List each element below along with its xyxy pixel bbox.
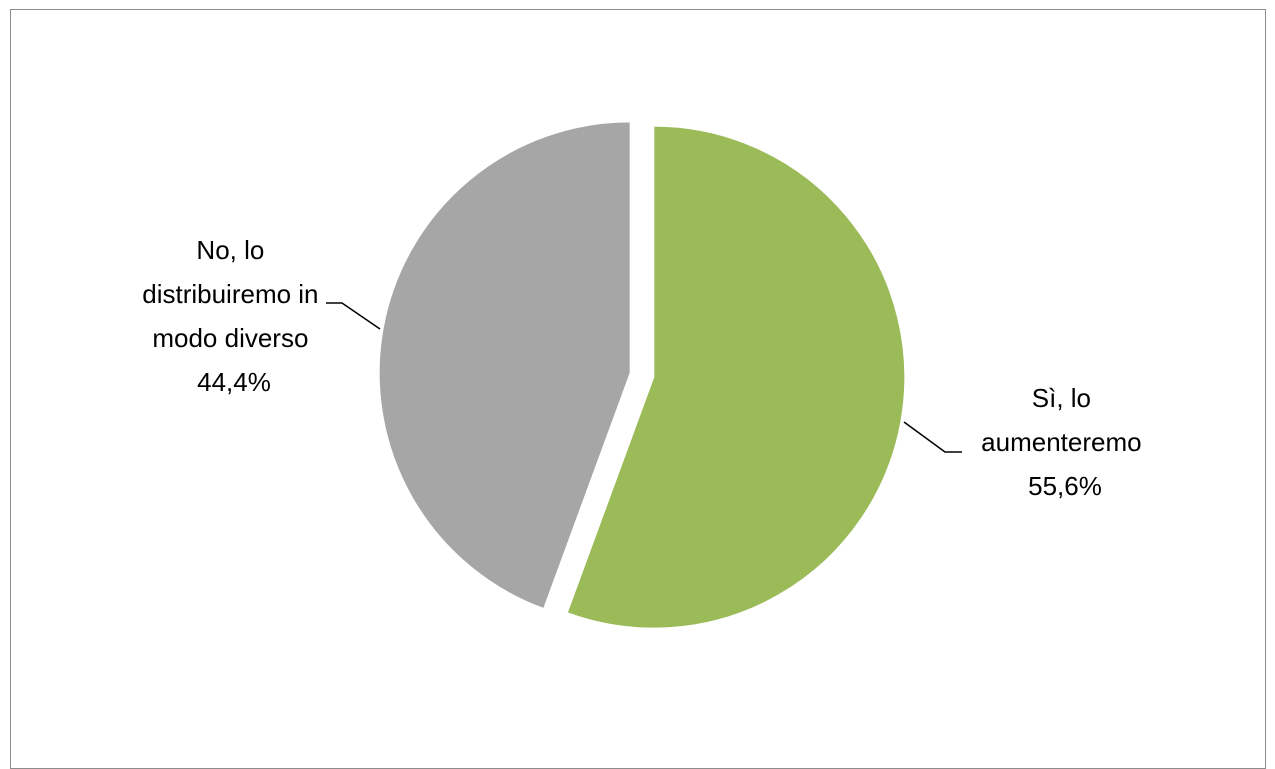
pie-slice-no bbox=[378, 121, 631, 610]
slices-layer bbox=[378, 121, 906, 629]
slice-label-no-line-3: modo diverso bbox=[152, 323, 308, 353]
slice-label-no: No, lo distribuiremo in modo diverso 44,… bbox=[142, 235, 326, 397]
slice-value-si: 55,6% bbox=[1028, 471, 1102, 501]
leader-lines-layer bbox=[326, 302, 962, 453]
pie-slice-si bbox=[566, 125, 906, 629]
leader-line-si bbox=[903, 421, 962, 453]
slice-label-si: Sì, lo aumenteremo 55,6% bbox=[981, 383, 1149, 501]
slice-value-no: 44,4% bbox=[197, 367, 271, 397]
slice-label-si-line-2: aumenteremo bbox=[981, 427, 1141, 457]
slice-label-si-line-1: Sì, lo bbox=[1032, 383, 1091, 413]
leader-line-no bbox=[326, 302, 381, 330]
slice-label-no-line-1: No, lo bbox=[196, 235, 264, 265]
slice-label-no-line-2: distribuiremo in bbox=[142, 279, 318, 309]
chart-frame bbox=[10, 9, 1266, 769]
